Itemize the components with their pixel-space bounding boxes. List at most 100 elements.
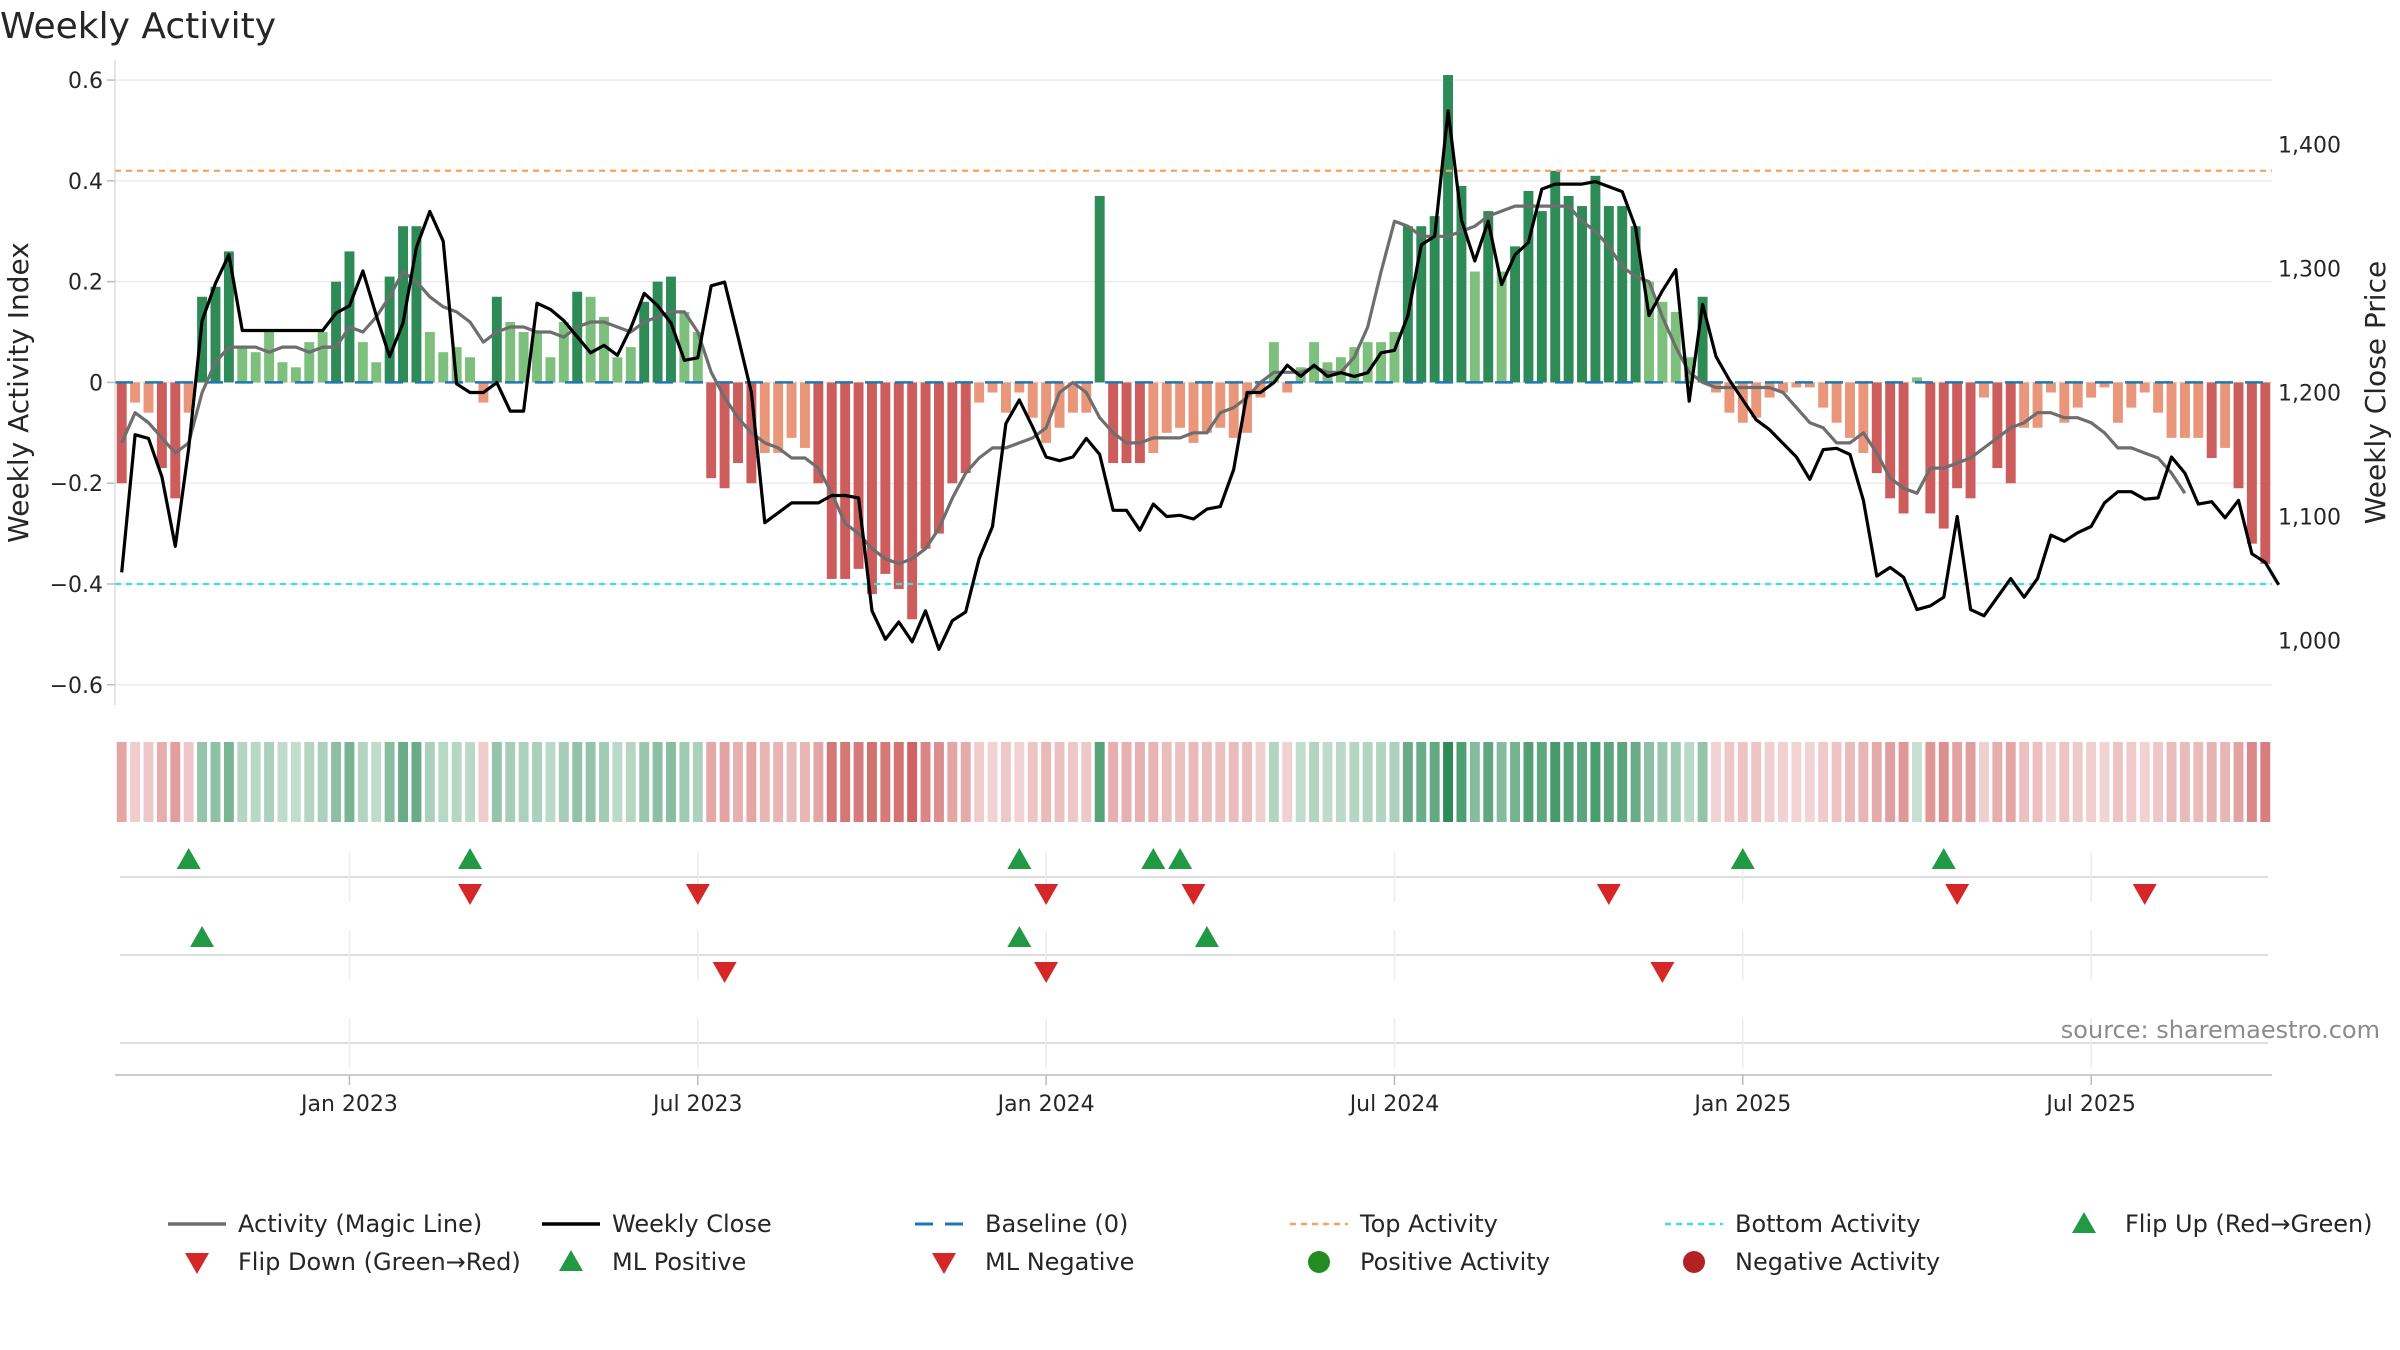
activity-bar bbox=[1657, 301, 1668, 383]
x-tick-label: Jan 2024 bbox=[996, 1092, 1095, 1117]
activity-strip-cell bbox=[1041, 742, 1052, 822]
legend-label: ML Positive bbox=[612, 1248, 746, 1276]
activity-bar bbox=[1697, 296, 1708, 383]
activity-strip-cell bbox=[853, 742, 864, 822]
activity-bar bbox=[1751, 382, 1762, 418]
activity-bar bbox=[2220, 382, 2231, 448]
activity-bar bbox=[920, 382, 931, 549]
activity-bar bbox=[960, 382, 971, 474]
activity-bar bbox=[2193, 382, 2204, 438]
activity-strip-cell bbox=[1871, 742, 1882, 822]
activity-strip-cell bbox=[987, 742, 998, 822]
activity-strip-cell bbox=[1067, 742, 1078, 822]
activity-strip-cell bbox=[116, 742, 127, 822]
y-tick-label: 0.6 bbox=[68, 69, 103, 94]
activity-strip-cell bbox=[1362, 742, 1373, 822]
activity-bar bbox=[197, 296, 208, 383]
legend-item-close: Weekly Close bbox=[542, 1210, 772, 1238]
activity-bar bbox=[813, 382, 824, 484]
activity-bar bbox=[2005, 382, 2016, 484]
legend-swatch-up-triangle bbox=[559, 1250, 583, 1271]
activity-bar bbox=[1161, 382, 1172, 433]
activity-bar bbox=[2072, 382, 2083, 408]
activity-strip-cell bbox=[2099, 742, 2110, 822]
flip-up-marker bbox=[458, 848, 483, 869]
ml-negative-marker bbox=[1034, 962, 1059, 983]
ml-positive-marker bbox=[1194, 926, 1219, 947]
activity-strip-cell bbox=[2260, 742, 2271, 822]
activity-strip-cell bbox=[639, 742, 650, 822]
y2-tick-label: 1,300 bbox=[2278, 257, 2341, 282]
activity-strip-cell bbox=[451, 742, 462, 822]
activity-strip-cell bbox=[599, 742, 609, 822]
activity-strip-cell bbox=[237, 742, 248, 822]
activity-strip-cell bbox=[652, 742, 663, 822]
activity-strip-cell bbox=[2045, 742, 2056, 822]
activity-bar bbox=[786, 382, 797, 438]
activity-bar bbox=[424, 332, 435, 383]
x-tick-label: Jan 2025 bbox=[1692, 1092, 1791, 1117]
activity-bar bbox=[1845, 382, 1855, 438]
activity-strip-cell bbox=[1188, 742, 1199, 822]
activity-strip-cell bbox=[1161, 742, 1172, 822]
activity-strip-cell bbox=[692, 742, 703, 822]
flip-up-marker bbox=[176, 848, 201, 869]
activity-bar bbox=[558, 321, 569, 383]
activity-bar bbox=[1081, 382, 1092, 413]
activity-bar bbox=[679, 311, 690, 383]
activity-bar bbox=[773, 382, 784, 453]
activity-bar bbox=[625, 347, 636, 383]
activity-bar bbox=[1000, 382, 1011, 413]
flip-down-marker bbox=[2132, 884, 2157, 905]
activity-strip-cell bbox=[679, 742, 690, 822]
activity-strip-cell bbox=[1255, 742, 1266, 822]
activity-bar bbox=[317, 332, 328, 383]
legend: Activity (Magic Line) Weekly Close Baselin… bbox=[168, 1210, 2373, 1276]
legend-item-mlpos: ML Positive bbox=[559, 1248, 746, 1276]
flip-up-marker bbox=[1007, 848, 1032, 869]
activity-bar bbox=[639, 301, 650, 383]
activity-strip-cell bbox=[2179, 742, 2190, 822]
activity-bar bbox=[130, 382, 141, 403]
activity-strip-cell bbox=[2059, 742, 2070, 822]
activity-bar bbox=[304, 342, 315, 383]
activity-bar bbox=[867, 382, 877, 595]
activity-bar bbox=[1577, 206, 1587, 383]
activity-bar bbox=[759, 382, 770, 453]
legend-label: Positive Activity bbox=[1360, 1248, 1550, 1276]
legend-label: Bottom Activity bbox=[1735, 1210, 1920, 1238]
activity-strip-cell bbox=[1242, 742, 1253, 822]
activity-bar bbox=[465, 357, 475, 383]
activity-bar bbox=[1362, 342, 1373, 383]
activity-strip-cell bbox=[1108, 742, 1119, 822]
lines-layer bbox=[115, 109, 2281, 651]
activity-strip-cell bbox=[1295, 742, 1306, 822]
activity-bar bbox=[987, 382, 998, 393]
chart-title: Weekly Activity bbox=[0, 6, 276, 47]
activity-strip-cell bbox=[1670, 742, 1681, 822]
activity-strip-cell bbox=[1523, 742, 1534, 822]
activity-bar bbox=[1282, 382, 1293, 393]
activity-bar bbox=[666, 276, 676, 383]
signal-markers bbox=[120, 848, 2268, 1068]
activity-strip-cell bbox=[1429, 742, 1440, 822]
activity-bar bbox=[1804, 382, 1815, 388]
x-tick-label: Jul 2025 bbox=[2044, 1092, 2136, 1117]
flip-down-marker bbox=[685, 884, 710, 905]
activity-strip-cell bbox=[759, 742, 770, 822]
activity-strip-cell bbox=[1228, 742, 1239, 822]
activity-bar bbox=[2139, 382, 2150, 393]
activity-bar bbox=[1791, 382, 1802, 388]
activity-strip-cell bbox=[1469, 742, 1480, 822]
activity-strip-cell bbox=[1818, 742, 1829, 822]
activity-bar bbox=[1215, 382, 1226, 428]
x-tick-label: Jul 2024 bbox=[1348, 1092, 1440, 1117]
activity-strip-cell bbox=[344, 742, 355, 822]
legend-label: Weekly Close bbox=[612, 1210, 772, 1238]
y2-tick-label: 1,100 bbox=[2278, 506, 2341, 531]
y-tick-label: −0.2 bbox=[50, 472, 103, 497]
activity-strip-cell bbox=[1724, 742, 1735, 822]
y2-tick-label: 1,200 bbox=[2278, 382, 2341, 407]
legend-item-negact: Negative Activity bbox=[1683, 1248, 1940, 1276]
